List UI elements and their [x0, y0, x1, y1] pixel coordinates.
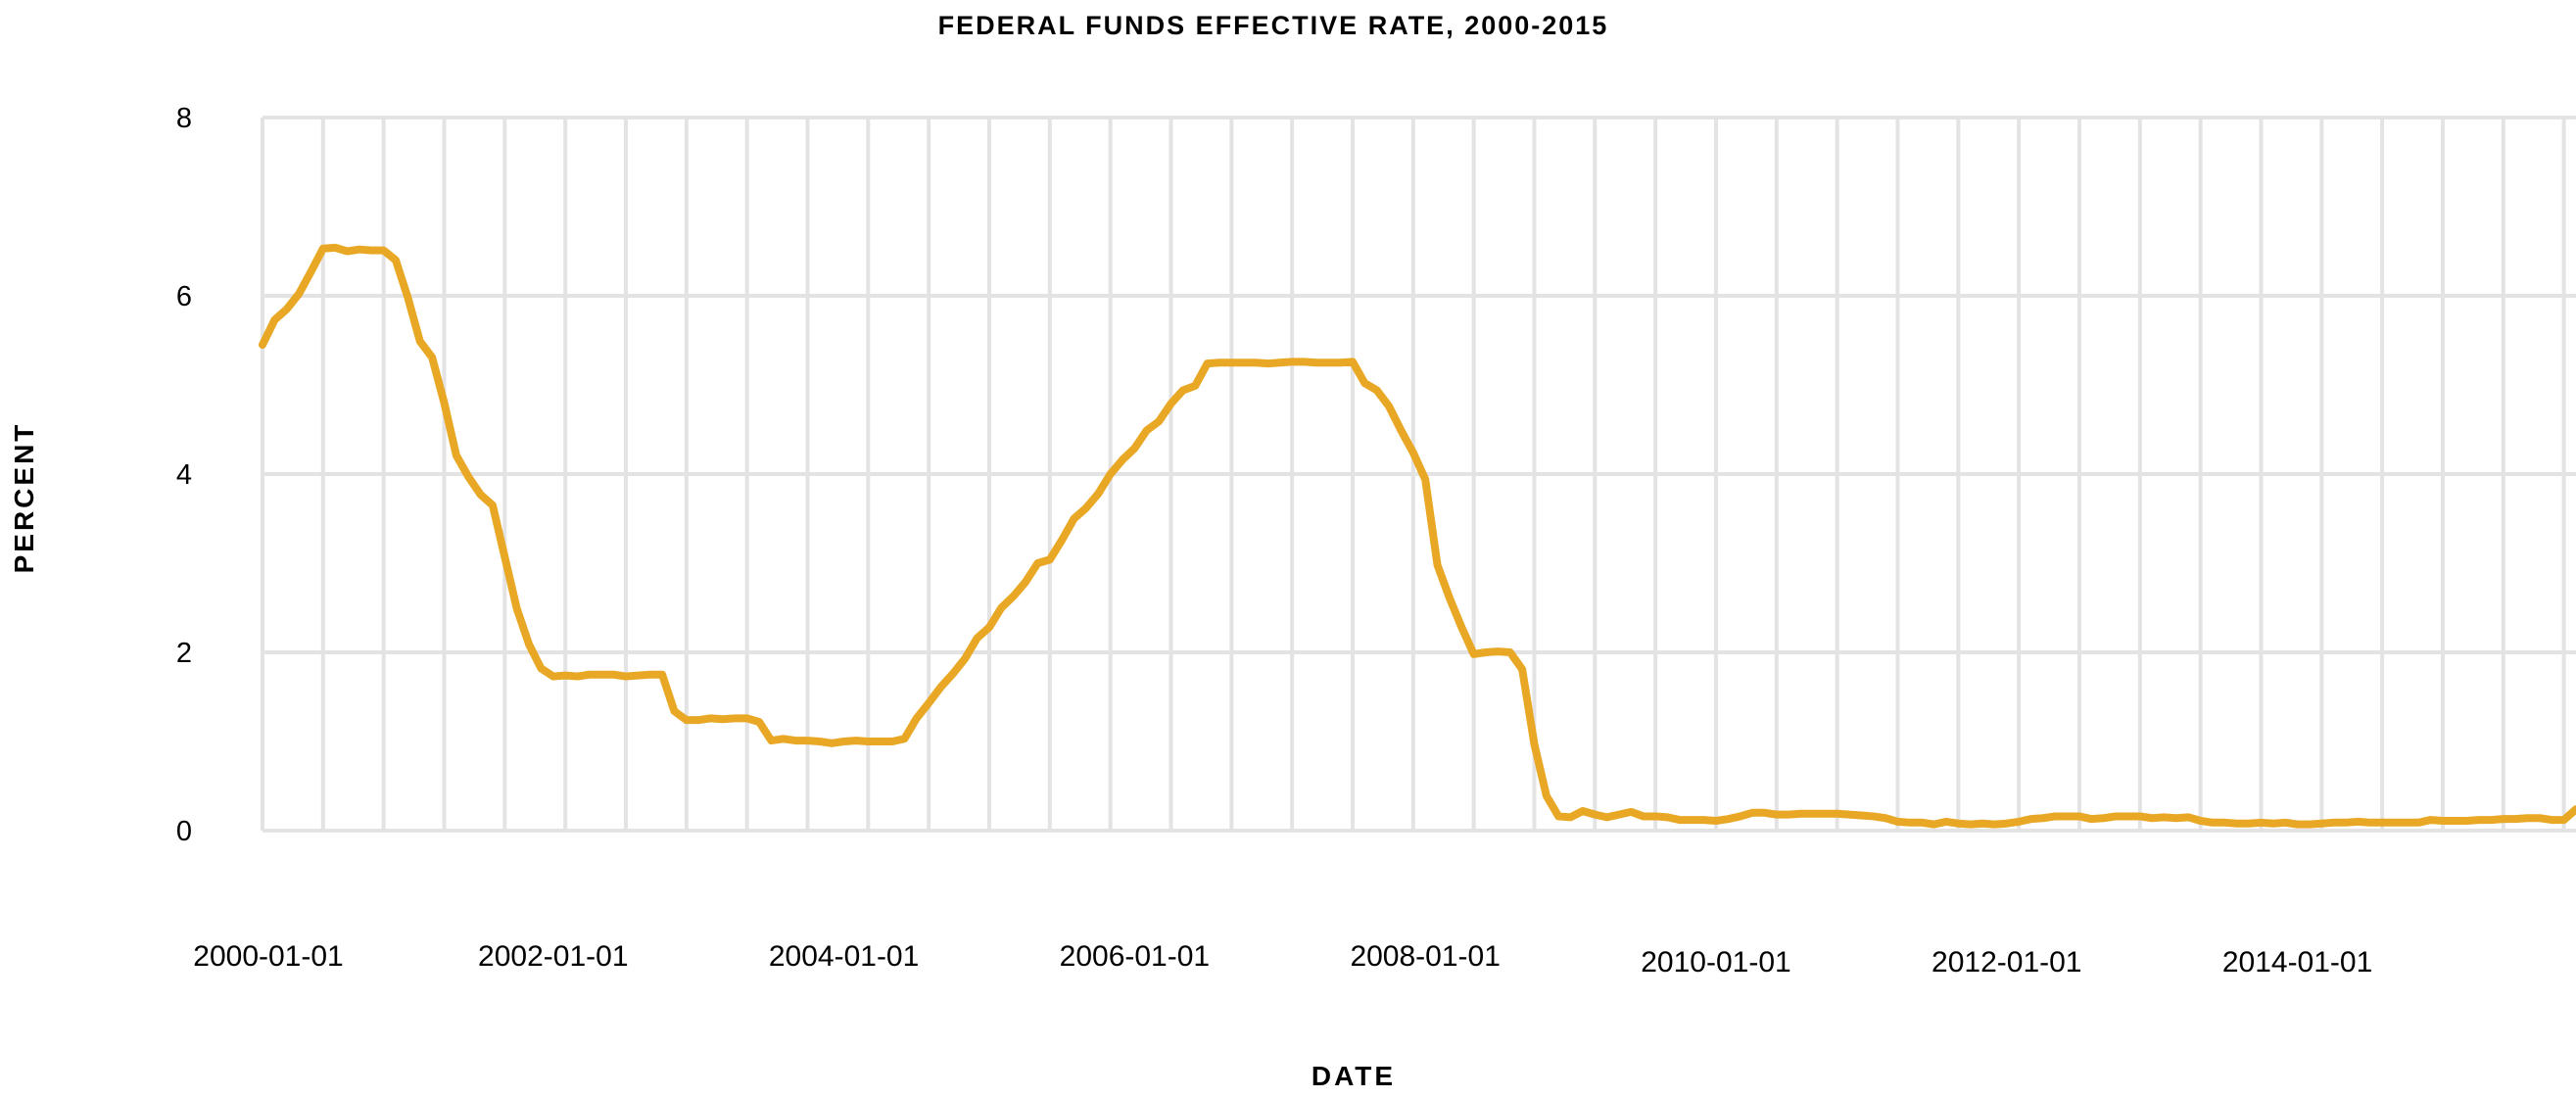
- x-tick-label: 2012-01-01: [1932, 946, 2081, 979]
- y-tick-label: 4: [176, 459, 192, 491]
- y-tick-label: 2: [176, 638, 192, 669]
- chart-title: FEDERAL FUNDS EFFECTIVE RATE, 2000-2015: [938, 11, 1609, 40]
- x-axis-title: DATE: [1312, 1061, 1396, 1091]
- y-tick-label: 8: [176, 103, 192, 134]
- x-tick-label: 2000-01-01: [193, 940, 343, 973]
- x-axis-tick-labels: 2000-01-01 2002-01-01 2004-01-01 2006-01-01…: [193, 940, 2372, 979]
- y-tick-label: 0: [176, 816, 192, 847]
- series-line: [259, 243, 2576, 829]
- x-tick-label: 2002-01-01: [478, 940, 628, 973]
- x-tick-label: 2010-01-01: [1641, 946, 1790, 979]
- x-tick-label: 2008-01-01: [1350, 940, 1500, 973]
- y-axis-title: PERCENT: [9, 422, 39, 574]
- y-tick-label: 6: [176, 281, 192, 312]
- x-tick-label: 2006-01-01: [1060, 940, 1210, 973]
- x-tick-label: 2014-01-01: [2222, 946, 2372, 979]
- y-axis-tick-labels: 0 2 4 6 8: [176, 103, 192, 847]
- horizontal-gridlines: [262, 116, 2576, 833]
- x-tick-label: 2004-01-01: [769, 940, 919, 973]
- series-group: [259, 243, 2576, 829]
